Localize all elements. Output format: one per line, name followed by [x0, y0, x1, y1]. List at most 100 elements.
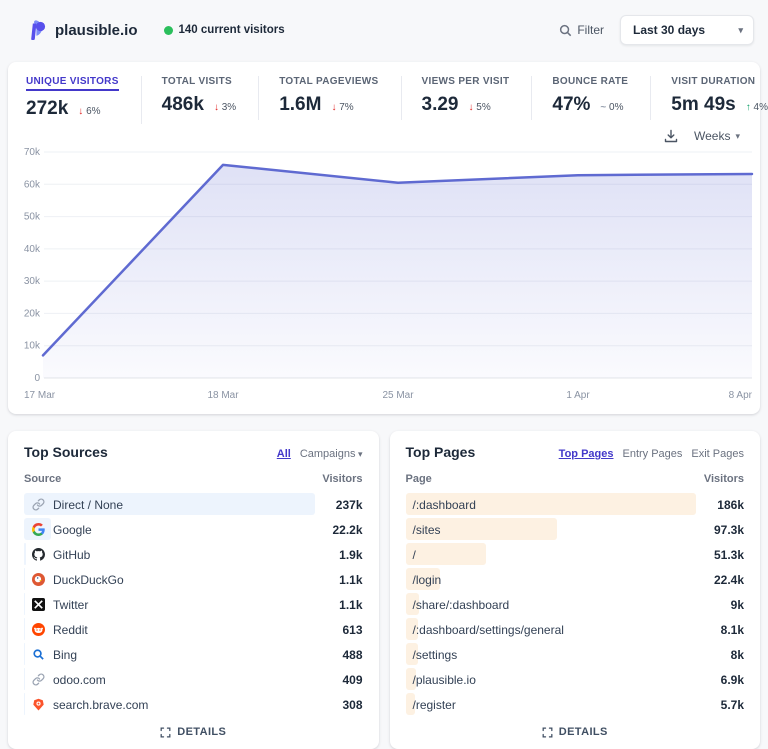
row-visitors: 488	[342, 648, 362, 662]
stat-change-value: 7%	[339, 102, 353, 113]
top-pages-tabs: Top Pages Entry Pages Exit Pages	[559, 448, 744, 460]
link-favicon-icon	[31, 673, 45, 687]
stat-change: ↑ 4%	[746, 102, 768, 113]
svg-text:30k: 30k	[24, 276, 41, 287]
page-row[interactable]: /login 22.4k	[406, 567, 745, 592]
github-favicon-icon	[31, 548, 45, 562]
stat-value: 272k	[26, 98, 68, 120]
row-visitors: 22.4k	[714, 573, 744, 587]
svg-text:1 Apr: 1 Apr	[566, 390, 590, 401]
top-sources-title: Top Sources	[24, 444, 108, 460]
pages-details-button[interactable]: DETAILS	[406, 717, 745, 743]
row-label: /login	[406, 573, 442, 587]
row-label: Twitter	[24, 598, 88, 612]
svg-text:70k: 70k	[24, 147, 41, 158]
live-dot-icon	[164, 26, 173, 35]
stat-change: ↓ 6%	[78, 106, 100, 117]
google-favicon-icon	[31, 523, 45, 537]
row-name: /plausible.io	[413, 673, 476, 687]
pages-tab-exit-pages[interactable]: Exit Pages	[691, 448, 744, 460]
sources-tab-all[interactable]: All	[277, 448, 291, 460]
svg-text:8 Apr: 8 Apr	[729, 390, 753, 401]
svg-text:25 Mar: 25 Mar	[382, 390, 414, 401]
row-visitors: 613	[342, 623, 362, 637]
row-label: /plausible.io	[406, 673, 476, 687]
stat-label: TOTAL VISITS	[162, 76, 237, 87]
row-label: /settings	[406, 648, 458, 662]
stat-label: BOUNCE RATE	[552, 76, 628, 87]
twitter-favicon-icon	[31, 598, 45, 612]
row-label: Google	[24, 523, 92, 537]
row-name: DuckDuckGo	[53, 573, 124, 587]
site-switcher[interactable]: plausible.io	[30, 20, 138, 40]
svg-text:20k: 20k	[24, 308, 41, 319]
pages-tab-entry-pages[interactable]: Entry Pages	[622, 448, 682, 460]
row-label: search.brave.com	[24, 698, 148, 712]
pages-tab-top-pages[interactable]: Top Pages	[559, 448, 614, 460]
stat-label: TOTAL PAGEVIEWS	[279, 76, 378, 87]
link-favicon-icon	[31, 498, 45, 512]
row-visitors: 97.3k	[714, 523, 744, 537]
search-icon	[558, 23, 572, 37]
row-label: Direct / None	[24, 498, 123, 512]
interval-value: Weeks	[694, 129, 730, 143]
row-label: /register	[406, 698, 456, 712]
source-column-header: Source	[24, 473, 61, 485]
row-name: /	[413, 548, 416, 562]
row-visitors: 308	[342, 698, 362, 712]
date-range-value: Last 30 days	[633, 23, 705, 37]
stat-change: ↓ 5%	[469, 102, 491, 113]
row-label: odoo.com	[24, 673, 106, 687]
stat-value: 486k	[162, 94, 204, 116]
current-visitors-label: 140 current visitors	[179, 24, 285, 36]
stat-change-value: 4%	[754, 102, 768, 113]
filter-button[interactable]: Filter	[558, 23, 604, 37]
stat-value: 47%	[552, 94, 590, 116]
page-row[interactable]: / 51.3k	[406, 542, 745, 567]
current-visitors[interactable]: 140 current visitors	[164, 24, 285, 36]
date-range-select[interactable]: Last 30 days ▾	[620, 15, 754, 45]
source-row[interactable]: search.brave.com 308	[24, 692, 363, 717]
row-visitors: 51.3k	[714, 548, 744, 562]
svg-text:50k: 50k	[24, 212, 41, 223]
row-name: GitHub	[53, 548, 90, 562]
chevron-down-icon: ▾	[738, 25, 743, 36]
chart-toolbar: Weeks ▾	[8, 124, 760, 146]
top-pages-title: Top Pages	[406, 444, 476, 460]
down-arrow-icon: ↓	[214, 102, 219, 113]
download-icon[interactable]	[664, 129, 678, 143]
stat-label: VISIT DURATION	[671, 76, 768, 87]
svg-text:10k: 10k	[24, 341, 41, 352]
details-label: DETAILS	[177, 726, 226, 738]
chevron-down-icon: ▾	[355, 449, 362, 459]
interval-select[interactable]: Weeks ▾	[694, 129, 740, 143]
sources-details-button[interactable]: DETAILS	[24, 717, 363, 743]
stat-label: VIEWS PER VISIT	[422, 76, 510, 87]
row-name: /share/:dashboard	[413, 598, 510, 612]
sources-tab-campaigns[interactable]: Campaigns ▾	[300, 448, 363, 460]
